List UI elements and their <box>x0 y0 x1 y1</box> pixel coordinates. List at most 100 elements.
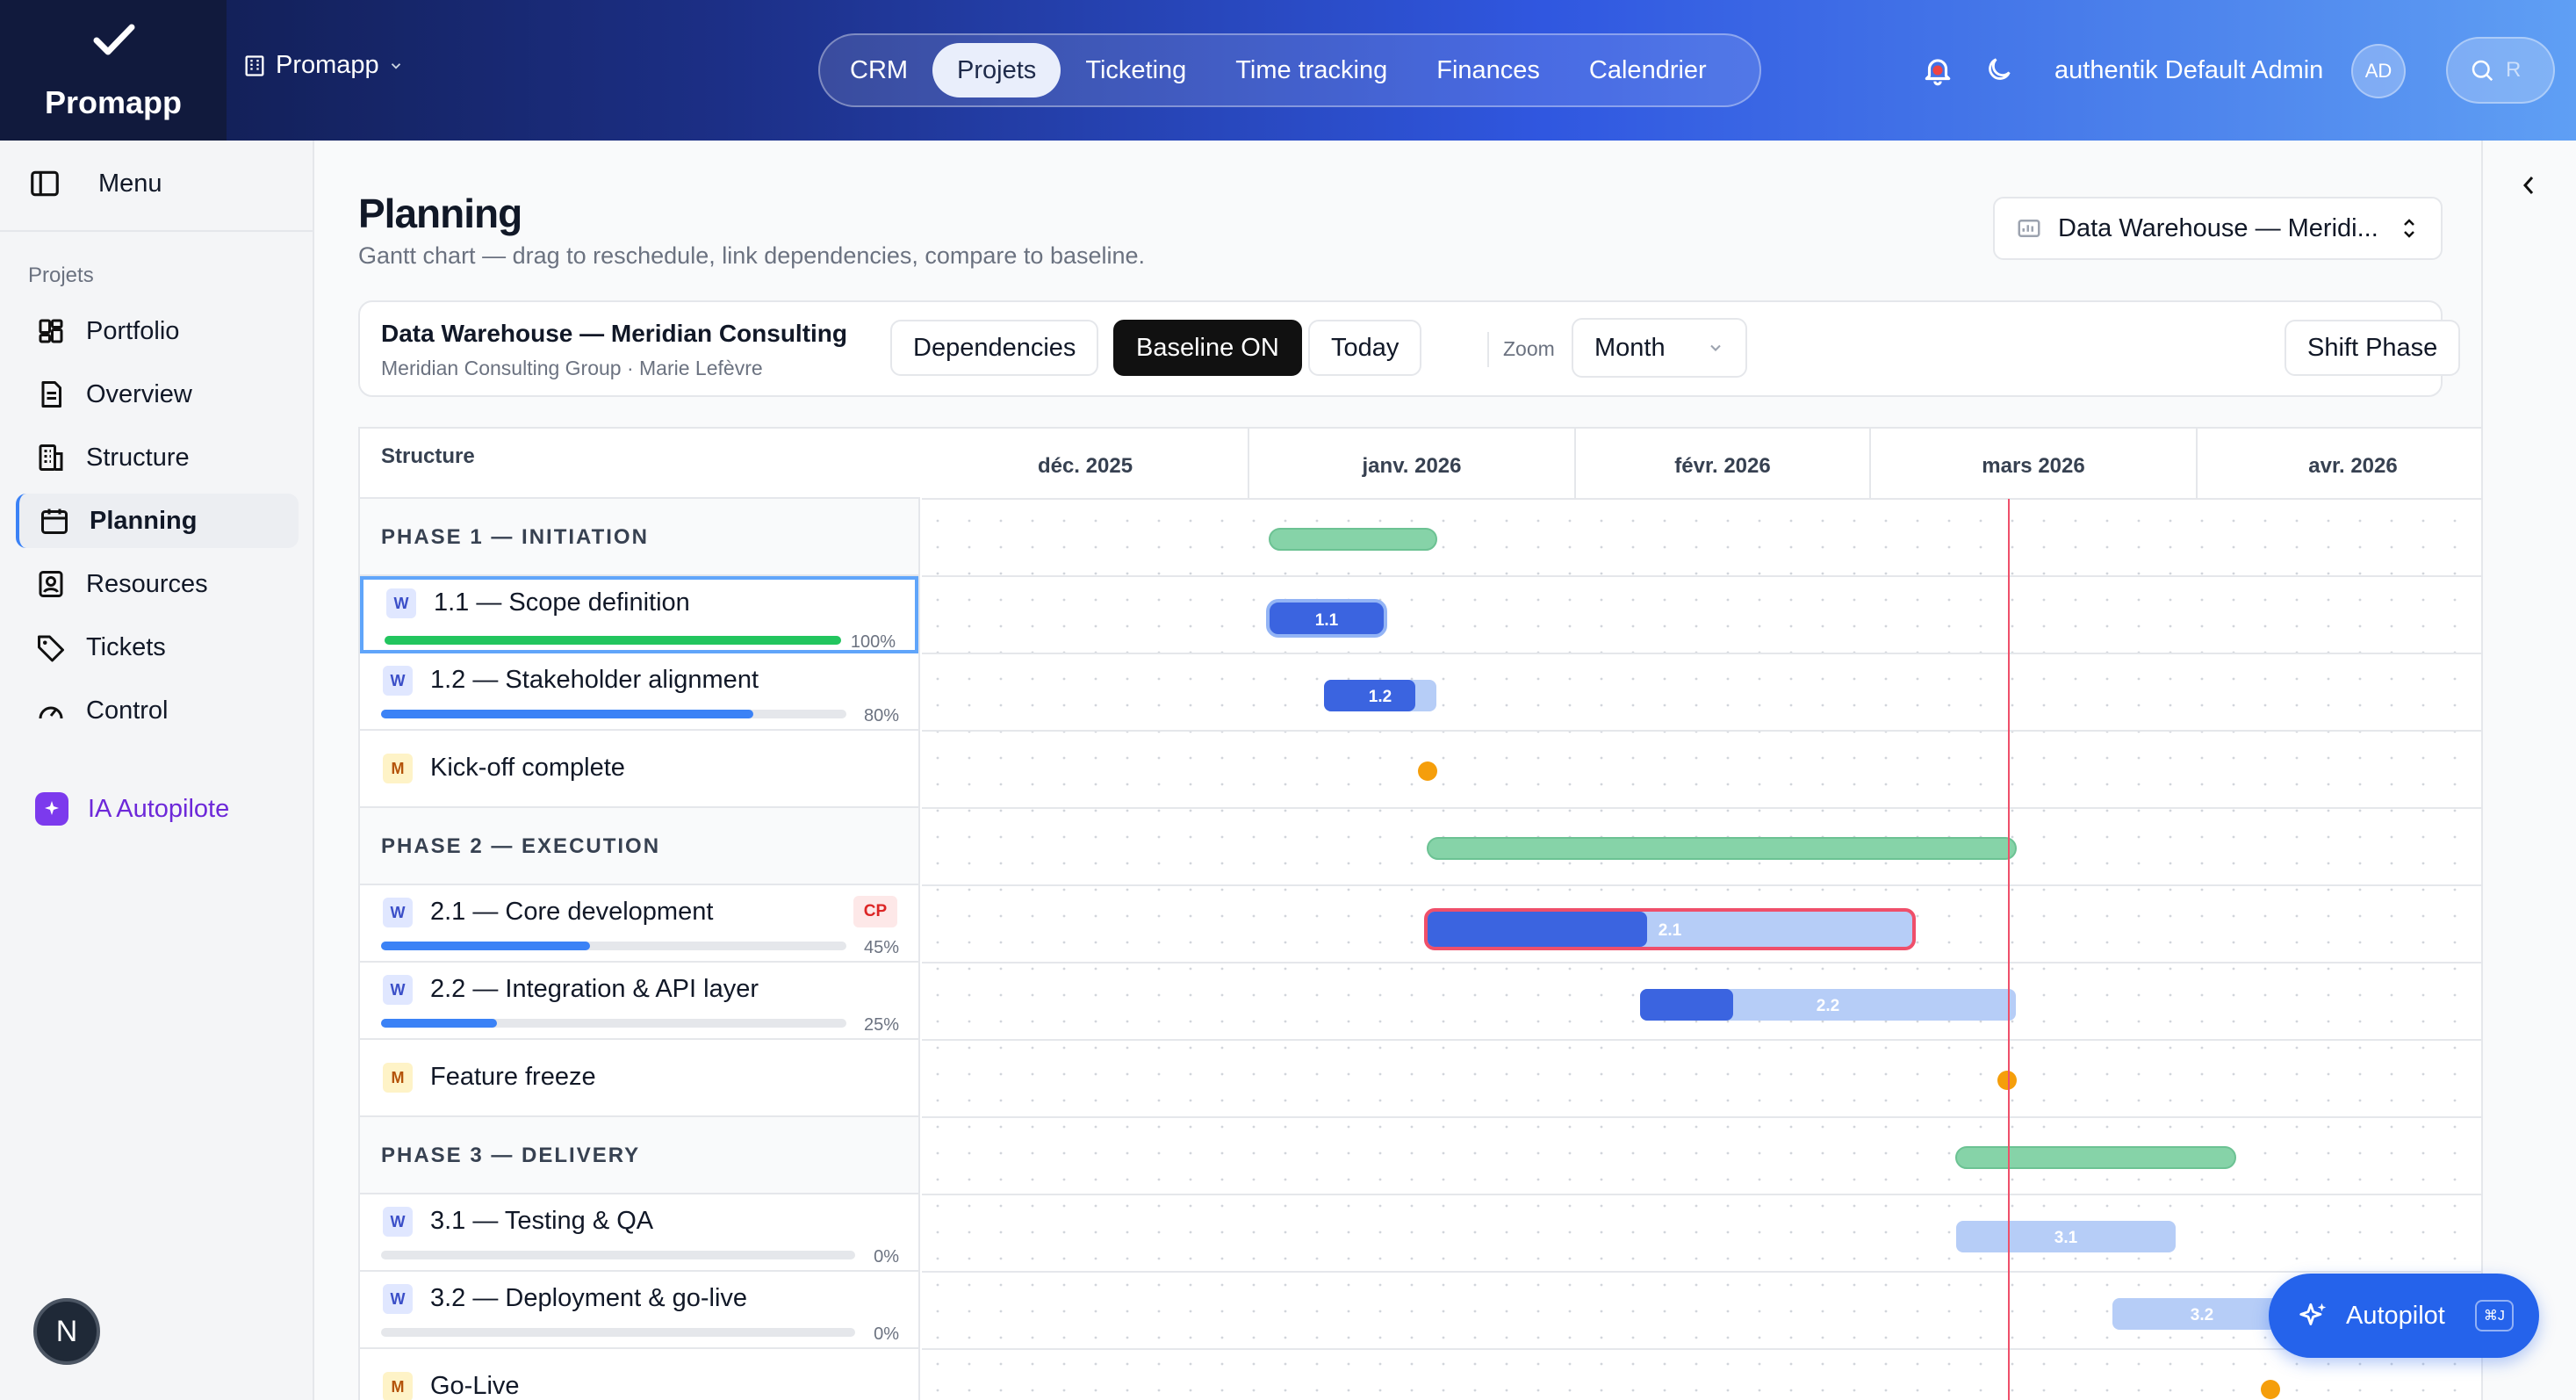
org-name: Promapp <box>276 51 379 79</box>
tab-projets[interactable]: Projets <box>932 43 1061 97</box>
calendar-icon <box>41 509 68 534</box>
phase-row[interactable]: PHASE 1 — INITIATION <box>360 499 918 576</box>
milestone-badge: M <box>383 754 413 783</box>
bell-icon[interactable] <box>1921 53 1954 88</box>
progress-percent: 0% <box>874 1324 899 1344</box>
today-button[interactable]: Today <box>1308 320 1422 376</box>
task-label: 3.2 — Deployment & go-live <box>430 1284 748 1312</box>
structure-header: Structure <box>360 429 920 499</box>
dependencies-button[interactable]: Dependencies <box>890 320 1099 376</box>
month-label: janv. 2026 <box>1362 454 1462 478</box>
phase-row[interactable]: PHASE 3 — DELIVERY <box>360 1117 918 1194</box>
sparkles-icon <box>35 792 68 826</box>
menu-label: Menu <box>98 169 162 198</box>
project-selector[interactable]: Data Warehouse — Meridi... <box>1993 197 2443 260</box>
sidebar-item-control[interactable]: Control <box>16 683 299 738</box>
main-nav: CRM Projets Ticketing Time tracking Fina… <box>818 33 1761 107</box>
sidebar-item-ia-autopilote[interactable]: IA Autopilote <box>16 782 299 836</box>
baseline-toggle[interactable]: Baseline ON <box>1113 320 1302 376</box>
search-button[interactable]: R <box>2446 37 2555 104</box>
menu-toggle[interactable]: Menu <box>28 167 162 200</box>
progress-fill <box>381 942 590 950</box>
chevron-left-icon[interactable] <box>2518 172 2539 198</box>
shortcut-hint: ⌘J <box>2474 1300 2514 1331</box>
org-switcher[interactable]: Promapp <box>242 51 404 80</box>
logo[interactable]: Promapp <box>0 0 227 141</box>
project-selector-value: Data Warehouse — Meridi... <box>2058 213 2378 242</box>
milestone-label: Kick-off complete <box>430 754 625 782</box>
shift-phase-button[interactable]: Shift Phase <box>2285 320 2461 376</box>
row-dividers <box>922 575 2481 1350</box>
milestone-row[interactable]: M Go-Live <box>360 1349 918 1400</box>
gantt-timeline[interactable]: déc. 2025 janv. 2026 févr. 2026 mars 202… <box>922 429 2481 1400</box>
page-title: Planning <box>358 191 522 236</box>
nextjs-badge[interactable]: N <box>33 1298 100 1365</box>
sidebar-item-overview[interactable]: Overview <box>16 367 299 422</box>
sidebar-item-label: Structure <box>86 443 190 472</box>
task-row[interactable]: W 1.2 — Stakeholder alignment 80% <box>360 653 918 731</box>
task-bar-progress <box>1640 989 1733 1021</box>
gantt-chart: Structure PHASE 1 — INITIATION W 1.1 — S… <box>358 427 2481 1400</box>
progress-bar <box>381 1251 855 1259</box>
milestone-row[interactable]: M Kick-off complete <box>360 731 918 808</box>
zoom-value: Month <box>1594 333 1666 362</box>
zoom-select[interactable]: Month <box>1572 318 1747 378</box>
search-icon <box>2472 60 2493 82</box>
tab-calendrier[interactable]: Calendrier <box>1588 56 1707 84</box>
user-name[interactable]: authentik Default Admin <box>2054 56 2324 84</box>
milestone-badge: M <box>383 1063 413 1093</box>
progress-percent: 45% <box>863 938 899 957</box>
search-hint: R <box>2506 58 2522 82</box>
sidebar: Menu Projets Portfolio Overview Structur… <box>0 141 314 1400</box>
sidebar-item-label: Tickets <box>86 632 166 661</box>
tag-icon <box>38 635 64 662</box>
grid-icon <box>39 319 63 343</box>
sidebar-toggle-icon <box>31 170 59 197</box>
sidebar-item-planning[interactable]: Planning <box>16 494 299 548</box>
task-bar[interactable] <box>1956 1221 2176 1252</box>
sidebar-item-structure[interactable]: Structure <box>16 430 299 485</box>
project-subtitle: Meridian Consulting Group · Marie Lefèvr… <box>381 357 763 379</box>
progress-bar <box>385 636 841 645</box>
task-bar[interactable] <box>1266 599 1387 638</box>
milestone-marker[interactable] <box>1997 1071 2017 1090</box>
gantt-toolbar: Data Warehouse — Meridian Consulting Mer… <box>358 300 2461 397</box>
task-row[interactable]: W 3.2 — Deployment & go-live 0% <box>360 1272 918 1349</box>
milestone-row[interactable]: M Feature freeze <box>360 1040 918 1117</box>
document-icon <box>41 381 61 408</box>
task-bar-label: 3.2 <box>2191 1306 2213 1324</box>
phase-bar[interactable] <box>1269 528 1437 551</box>
moon-icon[interactable] <box>1984 54 2014 84</box>
phase-bar[interactable] <box>1955 1146 2236 1169</box>
check-icon <box>93 24 135 55</box>
task-bar[interactable] <box>1640 989 2016 1021</box>
sidebar-item-resources[interactable]: Resources <box>16 557 299 611</box>
avatar[interactable]: AD <box>2351 44 2406 98</box>
phase-row[interactable]: PHASE 2 — EXECUTION <box>360 808 918 885</box>
sidebar-item-portfolio[interactable]: Portfolio <box>16 304 299 358</box>
milestone-marker[interactable] <box>2261 1380 2280 1399</box>
task-row[interactable]: W 2.2 — Integration & API layer 25% <box>360 963 918 1040</box>
task-row[interactable]: W 3.1 — Testing & QA 0% <box>360 1194 918 1272</box>
task-row[interactable]: W 2.1 — Core development CP 45% <box>360 885 918 963</box>
task-row[interactable]: W 1.1 — Scope definition 100% <box>360 576 918 653</box>
chevron-down-icon <box>391 62 400 69</box>
task-bar-label: 1.1 <box>1315 611 1339 630</box>
progress-percent: 25% <box>863 1015 899 1035</box>
tab-ticketing[interactable]: Ticketing <box>1085 56 1187 84</box>
right-panel-divider <box>2481 141 2483 1400</box>
autopilot-label: Autopilot <box>2346 1301 2445 1330</box>
tab-finances[interactable]: Finances <box>1436 56 1540 84</box>
task-bar-progress <box>1324 680 1415 711</box>
progress-bar <box>381 942 846 950</box>
progress-percent: 0% <box>874 1247 899 1266</box>
sidebar-item-tickets[interactable]: Tickets <box>16 620 299 675</box>
task-bar-label: 1.2 <box>1369 688 1392 706</box>
tab-crm[interactable]: CRM <box>850 56 909 84</box>
sparkles-icon <box>2299 1303 2327 1325</box>
milestone-marker[interactable] <box>1418 761 1437 781</box>
phase-bar[interactable] <box>1427 837 2017 860</box>
tab-time-tracking[interactable]: Time tracking <box>1235 56 1388 84</box>
autopilot-button[interactable]: Autopilot ⌘J <box>2269 1274 2539 1358</box>
month-label: déc. 2025 <box>1038 454 1133 478</box>
